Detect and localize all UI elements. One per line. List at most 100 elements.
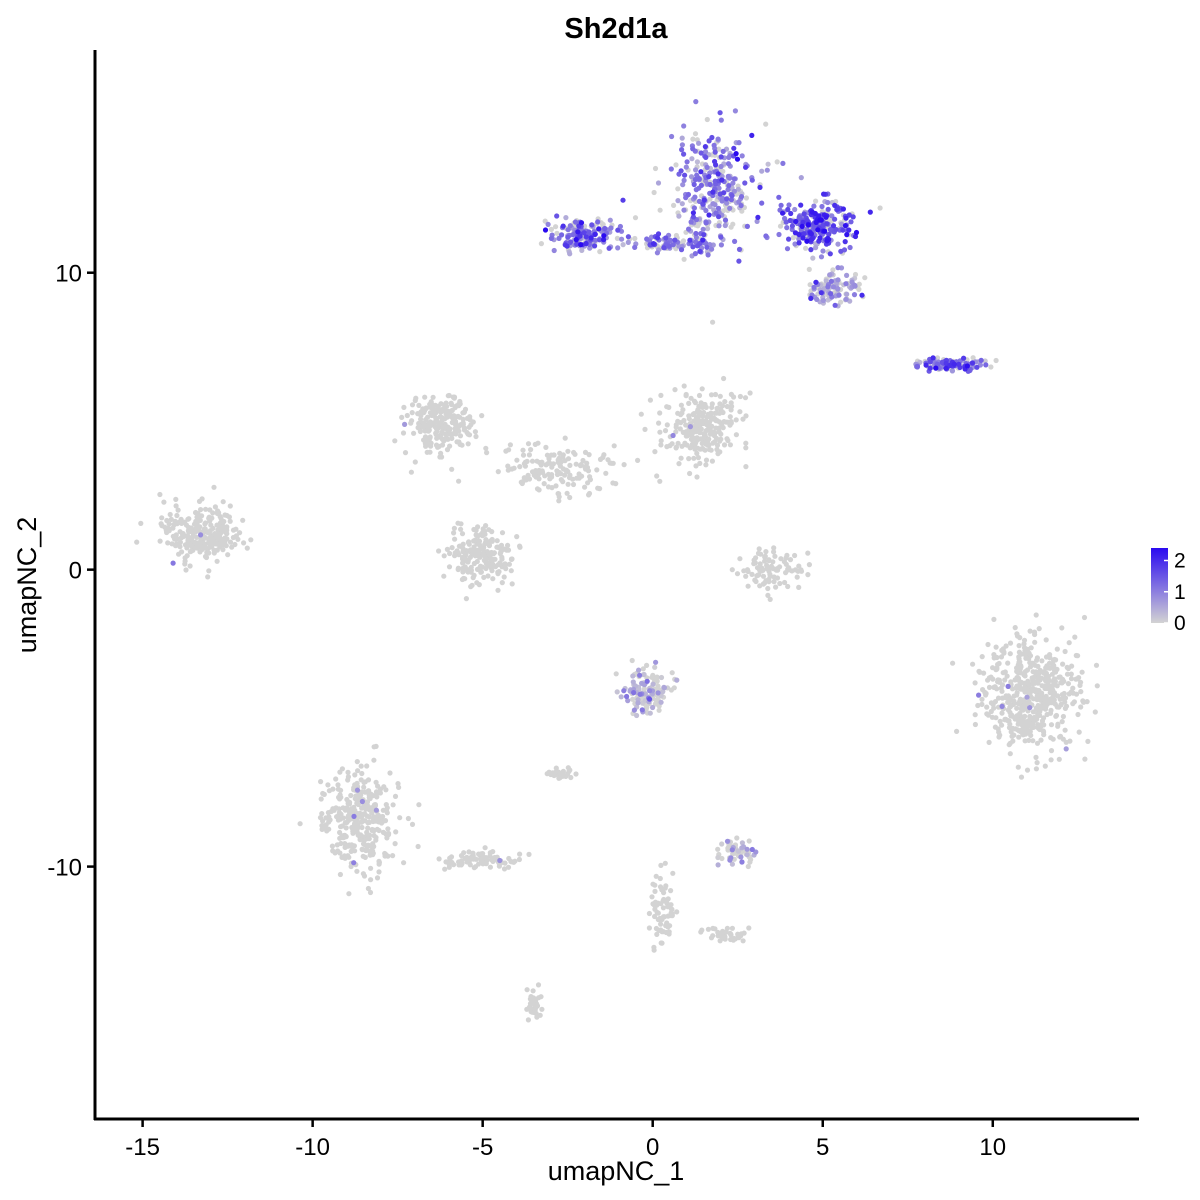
cell-point-right-wing bbox=[792, 206, 798, 213]
cell-point-central-upper bbox=[451, 395, 457, 401]
cell-point-upper-blob bbox=[657, 207, 663, 213]
cell-point-upper-blob bbox=[675, 186, 681, 192]
cell-point-right-wing bbox=[830, 223, 837, 229]
cell-point-central-hub bbox=[549, 485, 555, 491]
cell-point-big-right bbox=[1013, 685, 1019, 691]
cell-point-right-wing bbox=[821, 191, 827, 197]
cell-point-left-arm bbox=[596, 226, 602, 232]
cell-point-lower-left bbox=[330, 786, 336, 792]
cell-point-big-right bbox=[1027, 660, 1033, 666]
cell-point-small-right bbox=[943, 365, 949, 371]
cell-point-big-right bbox=[1014, 665, 1020, 671]
cell-point-left-island bbox=[202, 553, 209, 560]
cell-point-right-wing bbox=[850, 214, 856, 220]
cell-point-central-right bbox=[716, 410, 723, 416]
cell-point-right-wing bbox=[813, 245, 819, 251]
cell-point-small-right bbox=[930, 355, 936, 361]
cell-point-left-arm bbox=[592, 243, 598, 249]
cell-point-upper-blob bbox=[679, 135, 685, 141]
cell-point-mid-small bbox=[789, 568, 795, 574]
cell-point-center-low bbox=[658, 674, 665, 681]
cell-point-mid-small bbox=[777, 580, 783, 587]
cell-point-upper-blob bbox=[780, 160, 786, 166]
cell-point-central-hub bbox=[534, 474, 541, 480]
cell-point-left-island bbox=[173, 496, 179, 502]
cell-point-central-upper bbox=[401, 404, 407, 410]
cell-point-big-right bbox=[1034, 655, 1040, 661]
cell-point-central-upper bbox=[457, 423, 463, 429]
cell-point-central-right bbox=[681, 383, 687, 389]
cell-point-upper-blob bbox=[700, 226, 706, 232]
cell-point-central-hub bbox=[562, 472, 568, 478]
cell-point-lower-lobe bbox=[814, 296, 820, 302]
cell-point-central-upper bbox=[402, 421, 408, 427]
cell-point-big-right bbox=[1062, 727, 1068, 733]
cell-point-left-arm bbox=[602, 225, 608, 232]
cell-point-lower-left bbox=[345, 769, 351, 776]
cell-point-central-hub bbox=[611, 443, 617, 449]
cell-point-central-bowl bbox=[502, 561, 508, 567]
cell-point-big-right bbox=[992, 684, 998, 690]
cell-point-central-bowl bbox=[517, 544, 523, 550]
cell-point-big-right bbox=[1022, 738, 1028, 744]
cell-point-small-low bbox=[747, 859, 753, 865]
cell-point-left-island bbox=[226, 514, 232, 520]
cell-point-central-hub bbox=[553, 483, 559, 489]
cell-point-lower-left bbox=[320, 818, 326, 824]
cell-point-central-bowl bbox=[467, 554, 473, 560]
cell-point-central-hub bbox=[595, 485, 601, 491]
cell-point-right-wing bbox=[784, 225, 790, 231]
cell-point-small-right bbox=[964, 363, 971, 369]
cell-point-upper-blob bbox=[757, 184, 763, 190]
cell-point-left-island bbox=[211, 484, 217, 490]
cell-point-lower-left bbox=[371, 832, 377, 839]
cell-point-central-right bbox=[709, 401, 715, 407]
cell-point-bottom-stem-2 bbox=[740, 938, 746, 944]
cell-point-left-island bbox=[248, 537, 254, 543]
cell-point-left-island bbox=[180, 532, 186, 538]
cell-point-center-low bbox=[641, 686, 648, 692]
cell-point-upper-blob bbox=[725, 161, 732, 167]
cell-point-bottom-stem bbox=[658, 862, 664, 869]
cell-point-lower-lobe bbox=[856, 281, 862, 287]
cell-point-mid-strip bbox=[625, 234, 632, 240]
cell-point-upper-blob bbox=[685, 191, 692, 198]
cell-point-central-hub bbox=[566, 475, 573, 481]
cell-point-left-island bbox=[244, 545, 250, 551]
cell-point-left-island bbox=[205, 574, 211, 580]
cell-point-big-right bbox=[1022, 673, 1028, 679]
cell-point-big-right bbox=[1065, 665, 1071, 672]
cell-point-right-wing bbox=[807, 230, 813, 236]
cell-point-small-right bbox=[970, 355, 976, 361]
cell-point-central-hub bbox=[529, 458, 536, 464]
cell-point-lower-left bbox=[368, 791, 374, 798]
cell-point-right-wing bbox=[784, 246, 791, 252]
cell-point-central-right bbox=[743, 413, 749, 419]
cell-point-central-bowl bbox=[471, 572, 477, 579]
cell-point-central-upper bbox=[416, 402, 422, 408]
cell-point-big-right bbox=[1033, 754, 1039, 761]
cell-point-big-right bbox=[988, 700, 995, 706]
cell-point-central-upper bbox=[411, 430, 417, 436]
cell-point-central-hub bbox=[582, 464, 588, 470]
cell-point-lower-lobe bbox=[844, 291, 850, 297]
cell-point-lower-lobe bbox=[830, 284, 837, 290]
cell-point-small-right bbox=[934, 361, 940, 367]
cell-point-bottom-stem bbox=[669, 913, 675, 919]
cell-point-central-bowl bbox=[494, 538, 500, 544]
cell-point-lower-left bbox=[355, 768, 361, 774]
cell-point-central-right bbox=[728, 391, 735, 397]
cell-point-lower-left bbox=[345, 774, 351, 780]
cell-point-central-right bbox=[705, 426, 712, 432]
cell-point-upper-blob bbox=[730, 180, 736, 186]
cell-point-big-right bbox=[1010, 725, 1016, 731]
cell-point-central-hub bbox=[495, 469, 501, 475]
cell-point-central-hub bbox=[556, 498, 562, 504]
cell-point-lower-left-tail bbox=[472, 864, 479, 870]
cell-point-mid-small bbox=[760, 581, 766, 587]
cell-point-bottom-stem bbox=[658, 940, 664, 946]
cell-point-central-upper bbox=[408, 469, 414, 475]
cell-point-upper-blob bbox=[724, 200, 730, 206]
cell-point-central-upper bbox=[472, 429, 478, 435]
cell-point-lower-left bbox=[370, 841, 376, 847]
